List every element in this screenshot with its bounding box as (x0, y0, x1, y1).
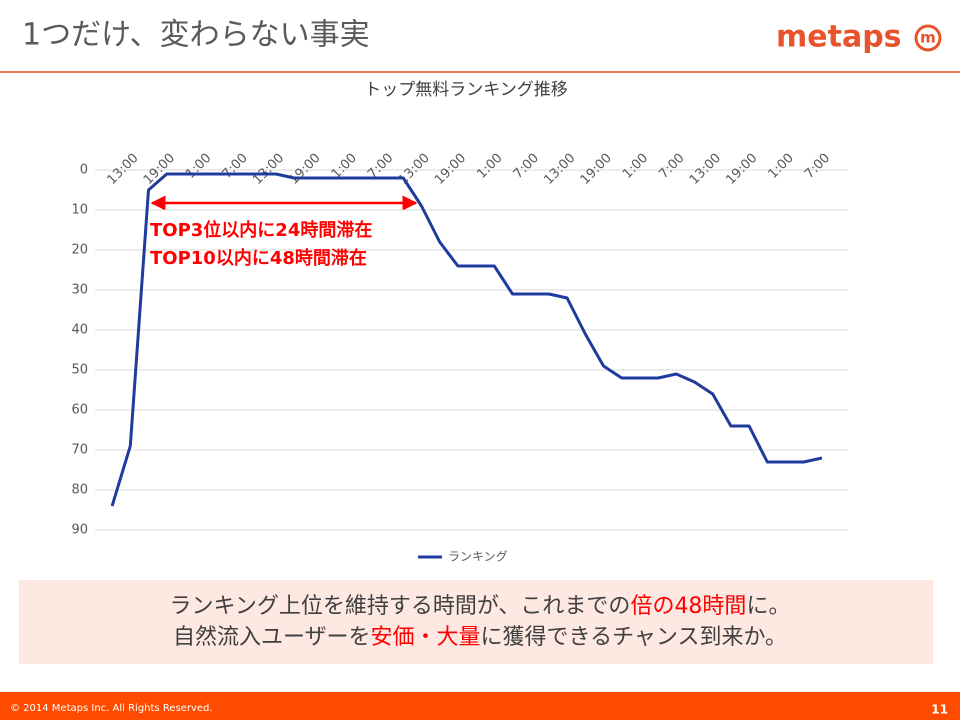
annotation: TOP10以内に48時間滞在 (150, 247, 367, 269)
copyright: © 2014 Metaps Inc. All Rights Reserved. (10, 703, 213, 714)
logo: metaps (776, 20, 902, 55)
footer-bar (0, 692, 960, 720)
x-tick-label: 19:00 (723, 151, 760, 188)
x-tick-label: 7:00 (511, 151, 542, 182)
logo-mark: m (920, 29, 936, 47)
y-tick-label: 0 (80, 163, 88, 178)
y-tick-label: 60 (71, 403, 88, 418)
y-tick-label: 70 (71, 443, 88, 458)
x-tick-label: 1:00 (620, 151, 651, 182)
message-segment: 自然流入ユーザーを (173, 625, 371, 650)
slide-title: 1つだけ、変わらない事実 (22, 18, 370, 53)
x-tick-label: 1:00 (474, 151, 505, 182)
message-segment: 倍の48時間 (630, 594, 746, 619)
message-line: ランキング上位を維持する時間が、これまでの倍の48時間に。 (170, 594, 791, 619)
x-tick-label: 7:00 (656, 151, 687, 182)
x-tick-label: 19:00 (287, 151, 324, 188)
logo-icon (914, 24, 942, 52)
x-tick-label: 13:00 (541, 151, 578, 188)
chart-title: トップ無料ランキング推移 (364, 80, 568, 100)
x-tick-label: 7:00 (802, 151, 833, 182)
legend-label: ランキング (448, 550, 508, 564)
message-segment: に獲得できるチャンス到来か。 (481, 625, 787, 650)
x-tick-label: 1:00 (183, 151, 214, 182)
y-tick-label: 80 (71, 483, 88, 498)
message-segment: 安価・大量 (371, 625, 481, 650)
x-tick-label: 13:00 (396, 151, 433, 188)
y-tick-label: 20 (71, 243, 88, 258)
data-line (110, 172, 823, 507)
y-tick-label: 10 (71, 203, 88, 218)
message-segment: に。 (746, 594, 790, 619)
y-tick-label: 90 (71, 523, 88, 538)
message-segment: ランキング上位を維持する時間が、これまでの (170, 594, 631, 619)
page-number: 11 (931, 703, 948, 717)
x-tick-label: 7:00 (220, 151, 251, 182)
x-tick-label: 13:00 (105, 151, 142, 188)
y-tick-label: 40 (71, 323, 88, 338)
x-tick-label: 1:00 (766, 151, 797, 182)
x-tick-label: 13:00 (250, 151, 287, 188)
y-tick-label: 50 (71, 363, 88, 378)
x-tick-label: 19:00 (432, 151, 469, 188)
x-tick-label: 19:00 (578, 151, 615, 188)
message-box (19, 580, 933, 664)
y-tick-label: 30 (71, 283, 88, 298)
message-line: 自然流入ユーザーを安価・大量に獲得できるチャンス到来か。 (173, 625, 787, 650)
x-tick-label: 13:00 (687, 151, 724, 188)
annotation: TOP3位以内に24時間滞在 (150, 219, 372, 241)
